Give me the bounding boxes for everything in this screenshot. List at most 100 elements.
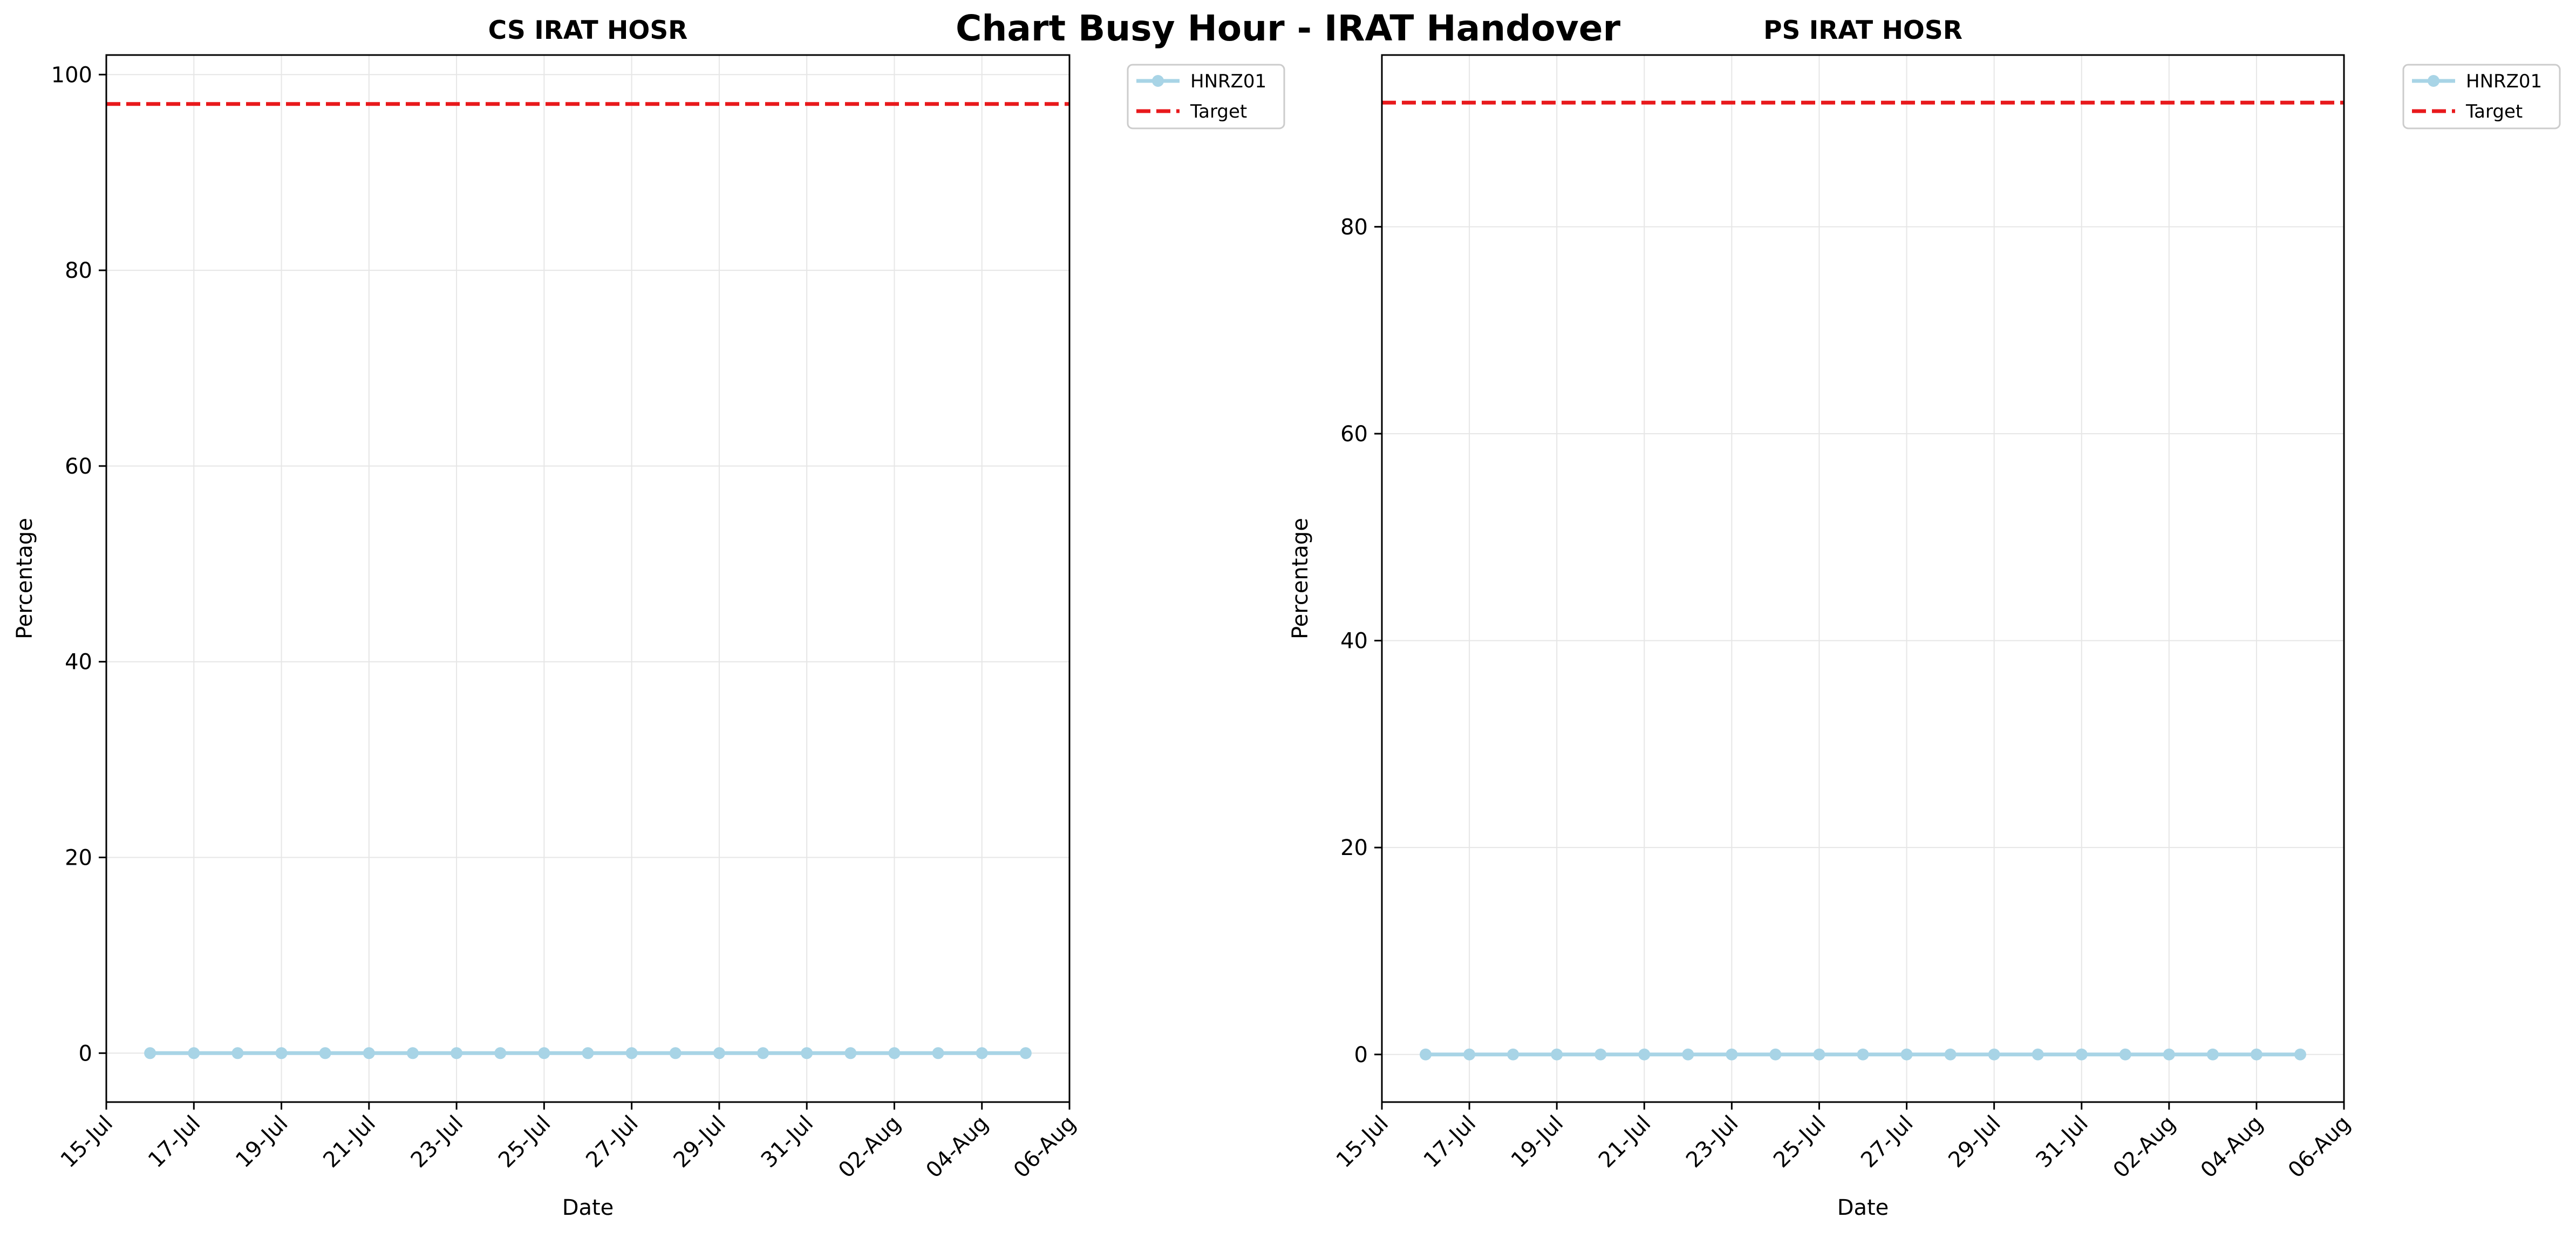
plot-frame (1381, 54, 2345, 1103)
y-tick-label: 40 (65, 650, 92, 675)
x-tick-label: 17-Jul (144, 1111, 205, 1173)
data-point (1726, 1048, 1738, 1061)
x-tick-label: 04-Aug (921, 1111, 993, 1183)
figure-title: Chart Busy Hour - IRAT Handover (956, 8, 1621, 49)
data-point (1682, 1048, 1694, 1061)
x-tick-label: 19-Jul (1507, 1111, 1568, 1173)
legend-marker-series (1152, 75, 1164, 87)
x-tick-label: 17-Jul (1419, 1111, 1481, 1173)
y-tick-label: 60 (1340, 422, 1368, 447)
x-tick-label: 31-Jul (2031, 1111, 2093, 1173)
legend-label-target: Target (1190, 101, 1247, 122)
x-tick-label: 23-Jul (1681, 1111, 1743, 1173)
data-point (888, 1047, 901, 1059)
data-point (1900, 1048, 1913, 1061)
x-tick-label: 29-Jul (669, 1111, 731, 1173)
y-tick-label: 80 (1340, 215, 1368, 240)
x-tick-label: 23-Jul (406, 1111, 468, 1173)
y-axis-label: Percentage (12, 518, 37, 639)
data-point (275, 1047, 288, 1059)
y-tick-label: 40 (1340, 629, 1368, 654)
data-point (1019, 1047, 1032, 1059)
data-point (1507, 1048, 1519, 1061)
x-tick-label: 02-Aug (2109, 1111, 2180, 1183)
data-point (451, 1047, 463, 1059)
data-point (757, 1047, 769, 1059)
data-point (844, 1047, 857, 1059)
x-tick-label: 06-Aug (2284, 1111, 2355, 1183)
x-tick-label: 19-Jul (231, 1111, 292, 1173)
plot-frame (105, 54, 1071, 1103)
data-point (319, 1047, 331, 1059)
y-tick-label: 60 (65, 454, 92, 479)
data-point (582, 1047, 594, 1059)
data-point (363, 1047, 375, 1059)
data-point (231, 1047, 244, 1059)
data-point (2250, 1048, 2262, 1061)
data-point (2032, 1048, 2044, 1061)
y-axis-label: Percentage (1288, 518, 1313, 639)
legend-label-target: Target (2465, 101, 2523, 122)
data-point (188, 1047, 200, 1059)
x-tick-label: 21-Jul (1594, 1111, 1655, 1173)
x-tick-label: 25-Jul (494, 1111, 555, 1173)
x-axis-label: Date (562, 1195, 614, 1220)
data-point (932, 1047, 944, 1059)
y-tick-label: 0 (79, 1041, 92, 1066)
y-tick-label: 20 (65, 845, 92, 870)
data-point (1857, 1048, 1869, 1061)
legend: HNRZ01 Target (2402, 64, 2561, 129)
data-point (801, 1047, 813, 1059)
legend-label-series: HNRZ01 (2466, 71, 2542, 92)
panel-title: PS IRAT HOSR (1763, 16, 1962, 45)
data-point (1420, 1048, 1432, 1061)
series-markers (144, 1047, 1032, 1059)
x-tick-label: 31-Jul (757, 1111, 818, 1173)
gridlines (106, 55, 1070, 1102)
data-point (406, 1047, 419, 1059)
data-point (976, 1047, 988, 1059)
data-point (1463, 1048, 1476, 1061)
data-point (2163, 1048, 2175, 1061)
x-tick-label: 06-Aug (1009, 1111, 1081, 1183)
data-point (2206, 1048, 2219, 1061)
data-point (1944, 1048, 1957, 1061)
x-tick-label: 15-Jul (56, 1111, 118, 1173)
data-point (2075, 1048, 2088, 1061)
series-markers (1420, 1048, 2306, 1061)
gridlines (1381, 55, 2345, 1102)
data-point (1769, 1048, 1782, 1061)
x-tick-label: 15-Jul (1332, 1111, 1393, 1173)
legend: HNRZ01 Target (1127, 64, 1285, 129)
x-tick-label: 29-Jul (1944, 1111, 2005, 1173)
x-tick-label: 04-Aug (2196, 1111, 2268, 1183)
y-tick-label: 100 (51, 63, 92, 87)
y-tick-label: 80 (65, 258, 92, 283)
data-point (1638, 1048, 1651, 1061)
data-point (494, 1047, 507, 1059)
x-tick-label: 27-Jul (1856, 1111, 1918, 1173)
data-point (1551, 1048, 1563, 1061)
data-point (538, 1047, 550, 1059)
x-tick-label: 27-Jul (581, 1111, 643, 1173)
data-point (2294, 1048, 2306, 1061)
panel-title: CS IRAT HOSR (488, 16, 688, 45)
data-point (1594, 1048, 1607, 1061)
legend-marker-series (2428, 75, 2439, 87)
data-point (1988, 1048, 2000, 1061)
data-point (713, 1047, 725, 1059)
x-axis-label: Date (1837, 1195, 1889, 1220)
data-point (625, 1047, 638, 1059)
legend-label-series: HNRZ01 (1190, 71, 1266, 92)
y-tick-label: 20 (1340, 836, 1368, 860)
x-tick-label: 25-Jul (1769, 1111, 1830, 1173)
data-point (2119, 1048, 2131, 1061)
data-point (1813, 1048, 1825, 1061)
y-tick-label: 0 (1354, 1043, 1368, 1068)
panel-cs-irat-hosr: 0 20 40 60 80 100 15-Jul 17-Jul 19-Jul 21-Jul 23-J… (12, 16, 1285, 1220)
x-tick-label: 21-Jul (318, 1111, 380, 1173)
panel-ps-irat-hosr: 0 20 40 60 80 15-Jul 17-Jul 19-Jul 21-Jul 23-Jul 2… (1288, 16, 2561, 1220)
data-point (669, 1047, 682, 1059)
data-point (144, 1047, 156, 1059)
